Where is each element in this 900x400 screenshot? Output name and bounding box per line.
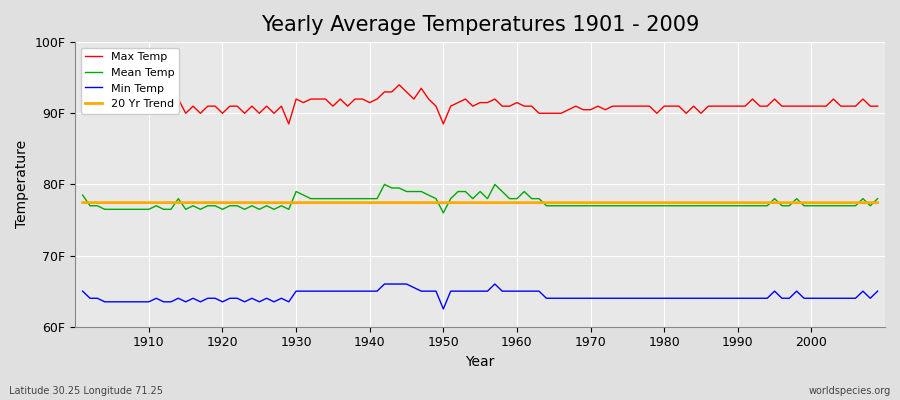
Min Temp — [298, 289, 309, 294]
Max Temp — [872, 104, 883, 108]
20 Yr Trend — [872, 200, 883, 205]
20 Yr Trend — [136, 200, 147, 205]
20 Yr Trend — [77, 200, 88, 205]
Min Temp — [379, 282, 390, 286]
Max Temp — [77, 97, 88, 102]
Max Temp — [615, 104, 626, 108]
Title: Yearly Average Temperatures 1901 - 2009: Yearly Average Temperatures 1901 - 2009 — [261, 15, 699, 35]
Text: Latitude 30.25 Longitude 71.25: Latitude 30.25 Longitude 71.25 — [9, 386, 163, 396]
Mean Temp — [342, 196, 353, 201]
20 Yr Trend — [504, 200, 515, 205]
Mean Temp — [379, 182, 390, 187]
Mean Temp — [136, 207, 147, 212]
Max Temp — [284, 122, 294, 126]
Min Temp — [438, 306, 449, 311]
Min Temp — [526, 289, 537, 294]
Mean Temp — [519, 189, 530, 194]
Line: Max Temp: Max Temp — [83, 85, 878, 124]
20 Yr Trend — [342, 200, 353, 205]
Mean Temp — [438, 210, 449, 215]
Min Temp — [519, 289, 530, 294]
Mean Temp — [615, 203, 626, 208]
Min Temp — [342, 289, 353, 294]
Y-axis label: Temperature: Temperature — [15, 140, 29, 228]
Mean Temp — [872, 196, 883, 201]
Max Temp — [519, 104, 530, 108]
Max Temp — [136, 111, 147, 116]
Min Temp — [872, 289, 883, 294]
Min Temp — [615, 296, 626, 301]
Max Temp — [305, 97, 316, 102]
Mean Temp — [77, 193, 88, 198]
Legend: Max Temp, Mean Temp, Min Temp, 20 Yr Trend: Max Temp, Mean Temp, Min Temp, 20 Yr Tre… — [81, 48, 179, 114]
Min Temp — [136, 300, 147, 304]
Max Temp — [349, 97, 360, 102]
Text: worldspecies.org: worldspecies.org — [809, 386, 891, 396]
Line: Mean Temp: Mean Temp — [83, 184, 878, 213]
Min Temp — [77, 289, 88, 294]
20 Yr Trend — [600, 200, 611, 205]
20 Yr Trend — [298, 200, 309, 205]
X-axis label: Year: Year — [465, 355, 495, 369]
20 Yr Trend — [511, 200, 522, 205]
Line: Min Temp: Min Temp — [83, 284, 878, 309]
Max Temp — [526, 104, 537, 108]
Mean Temp — [526, 196, 537, 201]
Mean Temp — [298, 193, 309, 198]
Max Temp — [394, 82, 405, 87]
